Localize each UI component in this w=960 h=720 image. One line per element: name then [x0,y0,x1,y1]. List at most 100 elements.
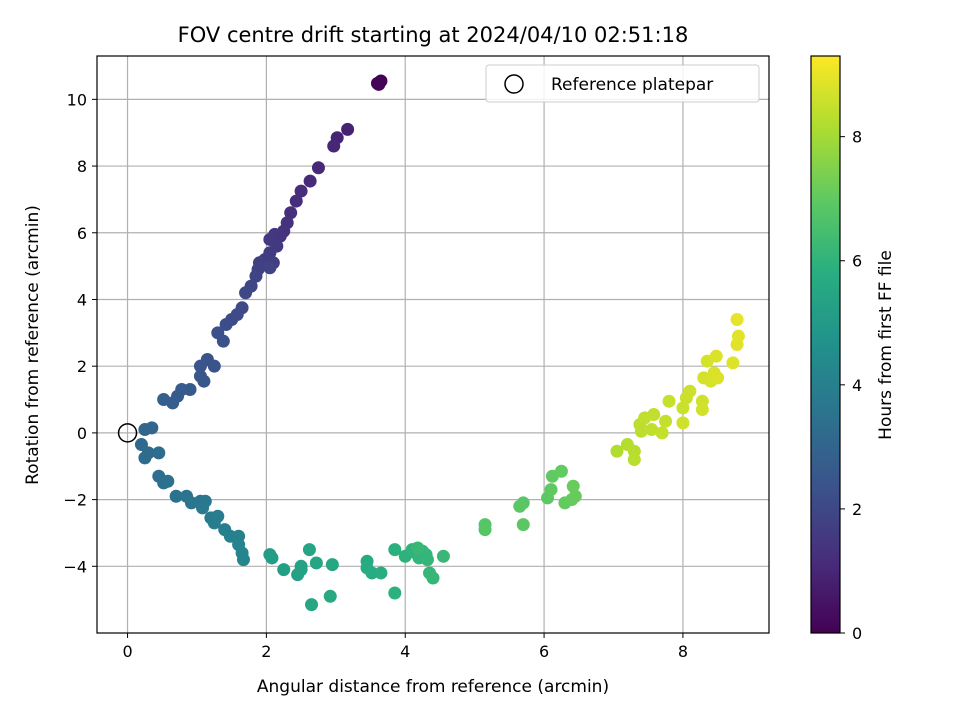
colorbar-tick-label: 2 [852,500,862,519]
y-tick-label: −2 [63,491,87,510]
colorbar: 0 2 4 6 8 Hours from first FF file [810,55,896,643]
x-tick-label: 8 [678,642,688,661]
y-tick-label: 8 [77,157,87,176]
data-point [284,206,298,220]
legend-box [485,64,760,103]
chart-title: FOV centre drift starting at 2024/04/10 … [178,23,689,47]
data-point [138,451,152,465]
data-point [193,359,207,373]
data-point [249,269,263,283]
data-point [411,541,425,555]
colorbar-tick-label: 8 [852,128,862,147]
data-point [157,393,171,407]
data-point [566,479,580,493]
data-point [289,194,303,208]
data-point [544,483,558,497]
data-point [341,122,355,136]
data-point [695,403,709,417]
data-point [683,384,697,398]
y-axis-label: Rotation from reference (arcmin) [23,205,43,485]
data-point [152,446,166,460]
data-point [207,359,221,373]
data-point [305,598,319,612]
legend-label: Reference platepar [551,75,713,95]
data-point [420,553,434,567]
legend-marker-open-circle [504,74,524,94]
x-axis-label: Angular distance from reference (arcmin) [257,677,609,697]
data-point [478,523,492,537]
colorbar-tick-label: 6 [852,252,862,271]
x-tick-label: 4 [400,642,410,661]
y-tick-label: −4 [63,557,87,576]
y-tick-label: 6 [77,224,87,243]
plot-frame [96,55,770,634]
data-point [655,426,669,440]
data-point [676,401,690,415]
colorbar-ticks: 0 2 4 6 8 [840,128,862,643]
data-point [388,586,402,600]
data-point [327,139,341,153]
data-point [659,414,673,428]
data-point [277,563,291,577]
data-point [373,76,387,90]
x-tick-label: 0 [122,642,132,661]
data-point [647,408,661,422]
data-point [731,329,745,343]
data-point [216,334,230,348]
legend: Reference platepar [485,64,760,103]
data-point [219,317,233,331]
x-axis-ticks: 0 2 4 6 8 [122,633,688,661]
data-point [302,543,316,557]
data-point [325,558,339,572]
data-point [294,559,308,573]
data-point [169,489,183,503]
data-point [711,371,725,385]
data-point [309,556,323,570]
colorbar-gradient [810,55,841,634]
data-point [676,416,690,430]
data-point [426,571,440,585]
y-tick-label: 2 [77,357,87,376]
colorbar-label: Hours from first FF file [876,250,896,440]
x-tick-label: 6 [539,642,549,661]
data-point [311,161,325,175]
data-point [627,453,641,467]
x-tick-label: 2 [261,642,271,661]
colorbar-tick-label: 0 [852,624,862,643]
data-point [239,286,253,300]
data-point [265,551,279,565]
data-point [263,261,277,275]
data-point [294,184,308,198]
data-point [513,499,527,513]
data-point [197,374,211,388]
data-point [236,553,250,567]
data-point [610,444,624,458]
y-axis-ticks: −4 −2 0 2 4 6 8 10 [63,90,97,576]
data-point [662,394,676,408]
data-point [207,516,221,530]
reference-platepar-marker [117,423,138,443]
y-tick-label: 10 [67,90,87,109]
data-point [516,518,530,532]
data-point [645,423,659,437]
data-point [365,566,379,580]
data-point [436,549,450,563]
y-tick-label: 0 [77,424,87,443]
data-point [196,501,210,515]
data-point [568,489,582,503]
colorbar-tick-label: 4 [852,376,862,395]
data-point [323,589,337,603]
y-tick-label: 4 [77,290,87,309]
data-point [634,424,648,438]
data-point [303,174,317,188]
data-point [138,423,152,437]
data-point [730,312,744,326]
data-point [709,349,723,363]
data-point [388,543,402,557]
data-point [726,356,740,370]
data-point [161,474,175,488]
data-point [374,566,388,580]
data-point [554,464,568,478]
